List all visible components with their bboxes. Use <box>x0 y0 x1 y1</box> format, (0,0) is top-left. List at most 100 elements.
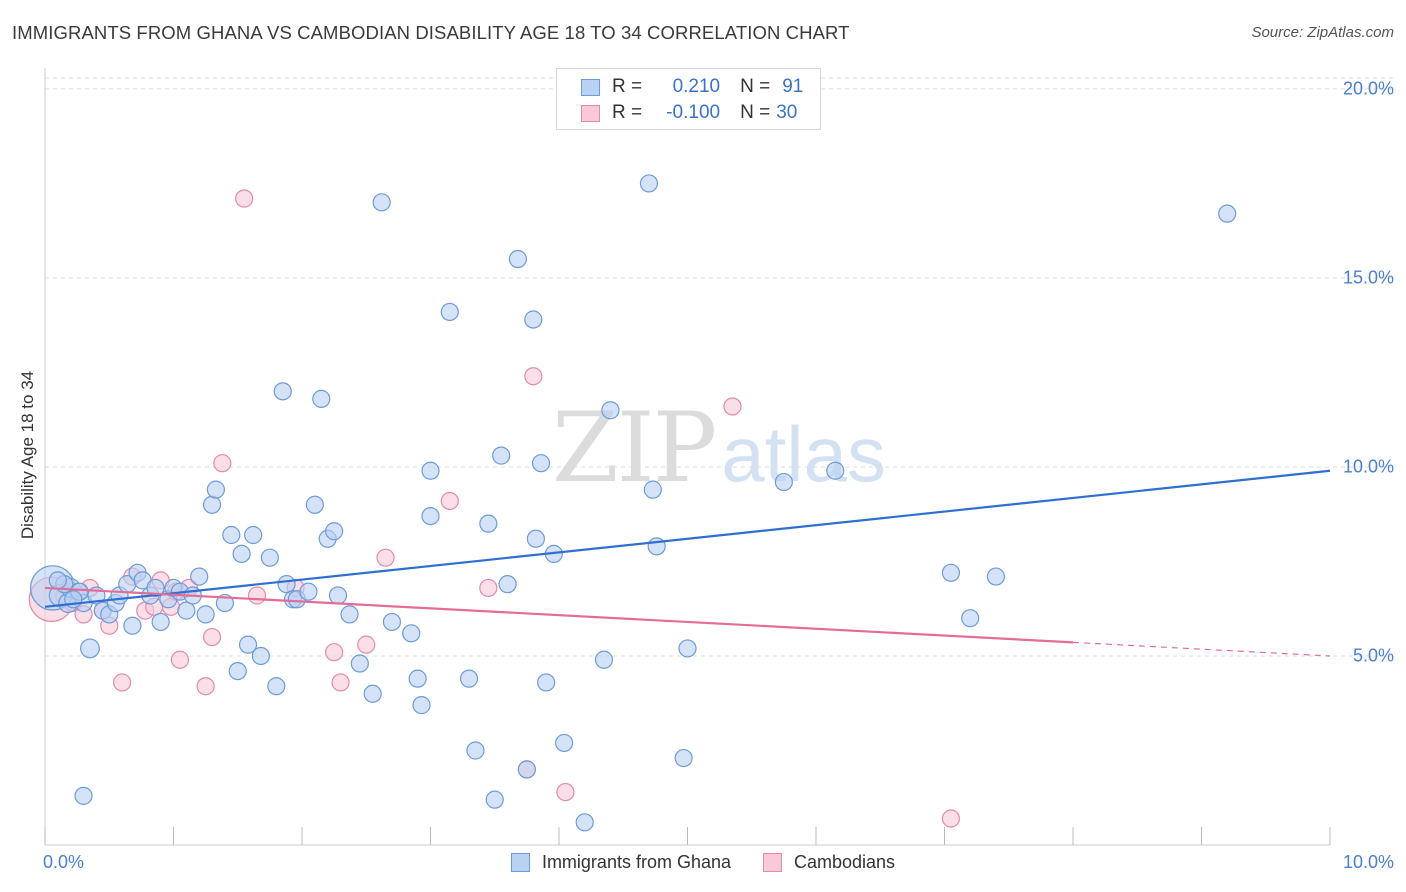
ghana-point <box>74 786 93 805</box>
ghana-point <box>421 506 440 526</box>
cambodians-point <box>376 548 395 567</box>
ghana-point <box>325 522 344 541</box>
ghana-trend-line <box>44 469 1331 608</box>
ghana-point <box>251 646 270 666</box>
ghana-point <box>594 650 614 669</box>
legend-label-cambodians: Cambodians <box>794 852 896 872</box>
y-tick-label: 20.0% <box>1342 78 1394 99</box>
ghana-point <box>305 495 324 514</box>
ghana-point <box>639 174 659 193</box>
stats-n-value: 91 <box>782 76 804 97</box>
ghana-point <box>961 609 980 628</box>
ghana-point <box>260 548 279 567</box>
cambodians-point <box>247 586 267 605</box>
ghana-point <box>601 401 620 420</box>
cambodians-trend-line-extension <box>1072 641 1331 657</box>
ghana-point <box>466 741 485 760</box>
stats-row-cambodians: R = -0.100 N = 30 <box>581 100 797 126</box>
ghana-point <box>238 635 258 654</box>
legend-label-ghana: Immigrants from Ghana <box>541 852 731 872</box>
ghana-point <box>123 616 142 635</box>
stats-n-label: N = <box>740 76 771 97</box>
ghana-point <box>986 567 1006 586</box>
source-label: Source: ZipAtlas.com <box>1251 24 1394 41</box>
cambodians-point <box>331 673 350 692</box>
ghana-point <box>459 669 479 688</box>
ghana-point <box>531 454 551 473</box>
y-tick-label: 10.0% <box>1342 456 1394 477</box>
legend-swatch-cambodians <box>763 853 782 872</box>
ghana-point <box>526 529 545 548</box>
ghana-point <box>244 525 263 545</box>
legend-item-cambodians[interactable]: Cambodians <box>763 852 895 873</box>
y-tick-label: 15.0% <box>1342 267 1394 288</box>
grid <box>45 77 1395 657</box>
cambodians-point <box>941 809 961 828</box>
cambodians-point <box>112 673 132 692</box>
ghana-point <box>498 575 517 594</box>
ghana-point <box>277 575 296 594</box>
ghana-point <box>222 525 241 545</box>
ghana-point <box>575 813 594 832</box>
axes <box>44 68 1331 846</box>
ghana-point <box>206 480 226 499</box>
ghana-point <box>196 605 215 624</box>
stats-r-value: -0.100 <box>666 102 721 123</box>
trend-lines <box>44 469 1331 657</box>
ghana-point <box>412 696 431 715</box>
stats-row-ghana: R = 0.210 N = 91 <box>581 74 803 100</box>
watermark: ZIPatlas <box>552 400 886 497</box>
ghana-point <box>363 684 382 703</box>
ghana-point <box>508 249 527 269</box>
ghana-point <box>774 472 793 492</box>
ghana-point <box>517 760 536 779</box>
legend-swatch-ghana <box>510 853 530 872</box>
stats-r-value: 0.210 <box>672 76 721 97</box>
ghana-point <box>643 480 662 499</box>
legend-item-ghana[interactable]: Immigrants from Ghana <box>510 852 731 873</box>
ghana-point <box>537 673 556 692</box>
cambodians-point <box>213 454 232 473</box>
ghana-point <box>1218 204 1237 223</box>
cambodians-point <box>357 635 376 654</box>
cambodians-point <box>196 677 215 696</box>
cambodians-point <box>325 643 344 662</box>
ghana-point <box>146 578 165 598</box>
ghana-point <box>312 389 331 409</box>
cambodians-point <box>556 782 575 802</box>
stats-r-label: R = <box>612 102 643 123</box>
ghana-point <box>402 624 421 643</box>
stats-swatch-cambodians <box>581 104 600 122</box>
stats-r-label: R = <box>612 76 643 97</box>
ghana-point <box>328 586 348 605</box>
stats-box: R = 0.210 N = 91 R = -0.100 N = 30 <box>556 68 821 130</box>
stats-n-label: N = <box>740 102 771 123</box>
ghana-point <box>492 446 511 465</box>
cambodians-point <box>202 627 222 647</box>
legend: Immigrants from Ghana Cambodians <box>0 852 1406 873</box>
ghana-point <box>273 382 292 401</box>
x-tick-label-min: 0.0% <box>43 852 85 872</box>
cambodians-point <box>170 650 190 669</box>
ghana-point <box>479 514 498 533</box>
cambodians-trend-line <box>44 586 1074 644</box>
watermark-atlas: atlas <box>721 410 886 498</box>
stats-n-value: 30 <box>776 102 798 123</box>
ghana-point <box>80 638 100 659</box>
ghana-point <box>202 495 222 514</box>
ghana-point <box>485 790 504 809</box>
ghana-point <box>215 593 234 613</box>
x-tick-label-max: 10.0% <box>1342 852 1394 872</box>
cambodians-points <box>28 189 961 828</box>
ghana-point <box>48 571 67 590</box>
watermark-zip: ZIP <box>552 392 717 504</box>
ghana-point <box>555 733 574 753</box>
ghana-point <box>524 310 543 329</box>
ghana-point <box>232 544 251 564</box>
ghana-point <box>177 601 196 620</box>
cambodians-point <box>479 578 498 598</box>
ghana-point <box>190 567 209 586</box>
ghana-point <box>678 639 697 658</box>
ghana-points <box>30 174 1237 832</box>
